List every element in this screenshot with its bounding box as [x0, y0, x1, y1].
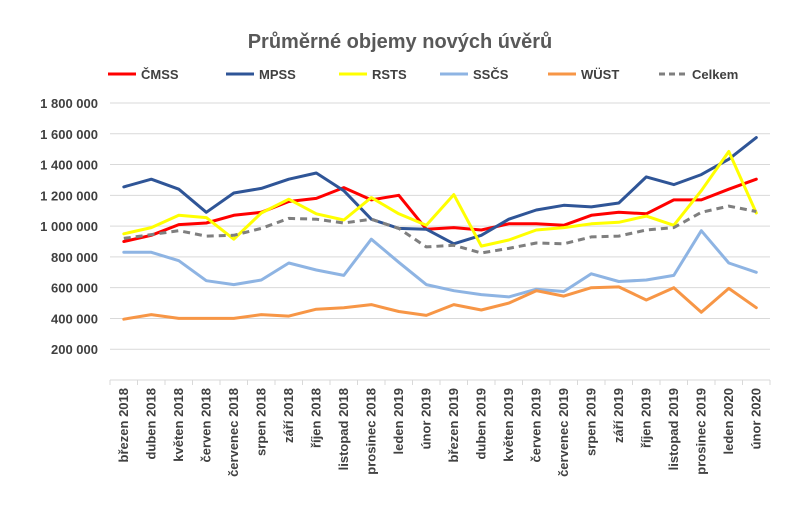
x-tick-label: srpen 2018: [253, 388, 268, 456]
x-tick-label: srpen 2019: [583, 388, 598, 456]
x-tick-label: květen 2018: [171, 388, 186, 462]
series-line-rsts: [122, 150, 758, 248]
x-tick-label: prosinec 2019: [693, 388, 708, 475]
y-tick-label: 200 000: [51, 342, 98, 357]
legend-label-cmss: ČMSS: [141, 67, 179, 82]
series-line-cmss: [122, 177, 758, 243]
y-tick-label: 1 000 000: [40, 219, 98, 234]
x-tick-label: březen 2019: [446, 388, 461, 462]
legend-label-celkem: Celkem: [692, 67, 738, 82]
x-tick-label: září 2019: [611, 388, 626, 443]
x-tick-label: červen 2019: [528, 388, 543, 462]
x-tick-label: březen 2018: [116, 388, 131, 462]
series-line-wust: [122, 285, 758, 321]
x-tick-label: únor 2019: [418, 388, 433, 449]
y-tick-label: 400 000: [51, 311, 98, 326]
legend-label-sscs: SSČS: [473, 67, 509, 82]
y-tick-label: 1 600 000: [40, 127, 98, 142]
y-axis: 200 000 400 000 600 000 800 000 1 000 000 1 2…: [40, 96, 98, 357]
x-axis: březen 2018 duben 2018 květen 2018 červen 2…: [109, 379, 771, 477]
y-tick-label: 1 200 000: [40, 188, 98, 203]
y-tick-label: 1 400 000: [40, 158, 98, 173]
x-tick-label: listopad 2019: [666, 388, 681, 470]
chart-title: Průměrné objemy nových úvěrů: [248, 31, 553, 53]
x-tick-label: říjen 2019: [638, 388, 653, 448]
x-tick-label: červenec 2019: [556, 388, 571, 477]
gridlines: [110, 102, 770, 381]
y-tick-label: 600 000: [51, 281, 98, 296]
series-line-mpss: [122, 136, 758, 246]
x-tick-label: květen 2019: [501, 388, 516, 462]
legend-label-wust: WÜST: [581, 67, 619, 82]
x-tick-label: duben 2018: [143, 388, 158, 460]
x-tick-label: leden 2019: [391, 388, 406, 455]
legend-label-rsts: RSTS: [372, 67, 407, 82]
chart-legend: ČMSS MPSS RSTS SSČS WÜST Celkem: [108, 67, 738, 82]
x-tick-label: září 2018: [281, 388, 296, 443]
x-tick-label: červenec 2018: [226, 388, 241, 477]
y-tick-label: 800 000: [51, 250, 98, 265]
x-tick-label: leden 2020: [721, 388, 736, 455]
y-tick-label: 1 800 000: [40, 96, 98, 111]
x-tick-label: prosinec 2018: [363, 388, 378, 475]
x-tick-label: duben 2019: [473, 388, 488, 460]
x-tick-label: únor 2020: [748, 388, 763, 449]
x-tick-label: říjen 2018: [308, 388, 323, 448]
legend-label-mpss: MPSS: [259, 67, 296, 82]
x-tick-label: listopad 2018: [336, 388, 351, 470]
series-line-celkem: [123, 204, 757, 255]
series-lines: [122, 136, 758, 321]
series-line-sscs: [122, 229, 758, 299]
x-tick-label: červen 2018: [198, 388, 213, 462]
